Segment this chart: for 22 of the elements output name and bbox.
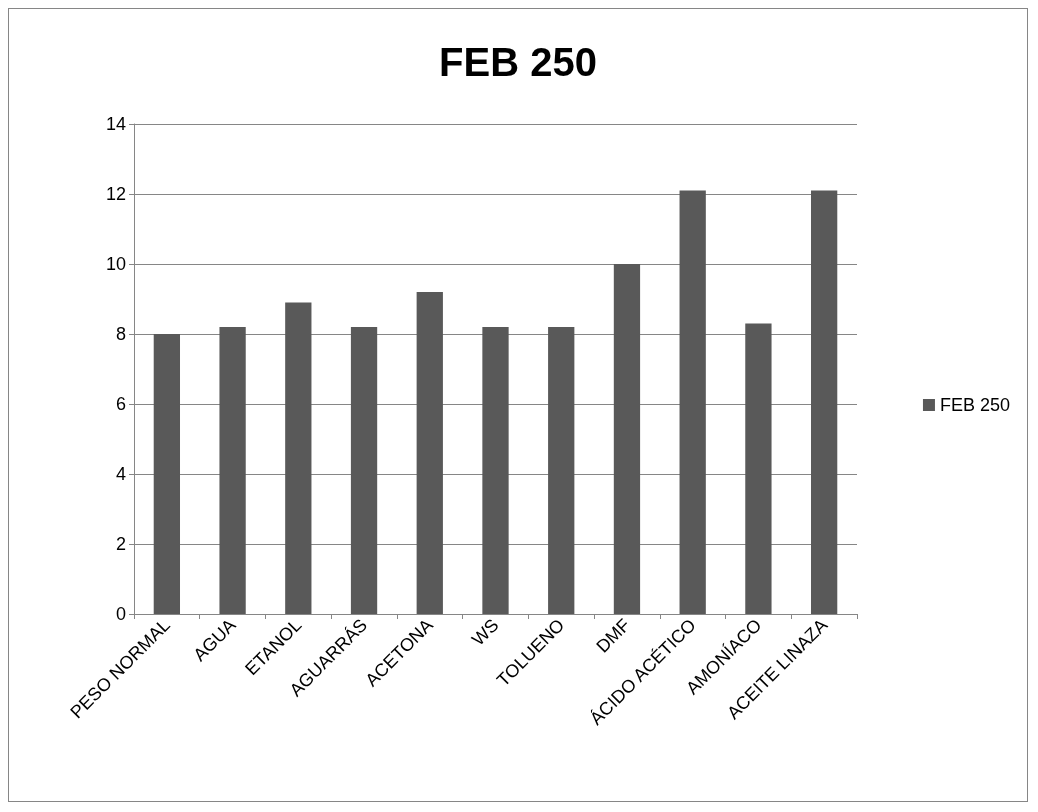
bar bbox=[219, 327, 246, 614]
y-tick-label: 12 bbox=[105, 184, 126, 204]
bar bbox=[745, 323, 772, 614]
bar bbox=[548, 327, 575, 614]
y-tick-label: 4 bbox=[115, 464, 126, 484]
bar bbox=[679, 190, 706, 614]
y-tick-label: 8 bbox=[115, 324, 126, 344]
y-tick-label: 0 bbox=[115, 604, 126, 624]
y-tick-label: 10 bbox=[105, 254, 126, 274]
bar bbox=[153, 334, 181, 614]
bar bbox=[285, 302, 312, 614]
bar bbox=[810, 190, 838, 614]
y-tick-label: 6 bbox=[115, 394, 126, 414]
chart-title: FEB 250 bbox=[439, 40, 597, 84]
y-tick-label: 14 bbox=[105, 114, 126, 134]
bar bbox=[416, 292, 443, 614]
x-tick-label: WS bbox=[467, 614, 503, 650]
bar bbox=[613, 264, 641, 614]
bar bbox=[482, 327, 509, 614]
bar bbox=[350, 327, 378, 614]
y-tick-label: 2 bbox=[115, 534, 126, 554]
legend-label: FEB 250 bbox=[939, 395, 1011, 415]
